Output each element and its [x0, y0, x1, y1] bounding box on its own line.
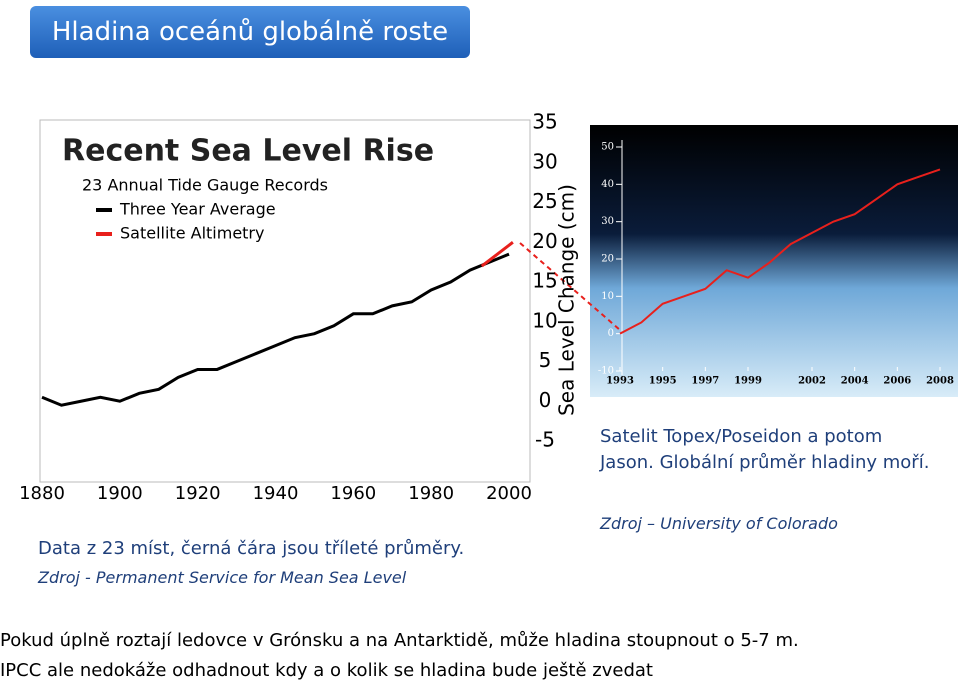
charts: -5 0 5 10 15 20 25 30 35 1880 1900 1920 1940 1960 1980… — [19, 110, 958, 504]
y-tick-label: 35 — [532, 110, 557, 134]
caption: Satelit Topex/Poseidon a potom Jason. Gl… — [600, 426, 930, 473]
x-tick-label: 1940 — [253, 483, 299, 504]
x-tick-label: 1993 — [606, 376, 634, 387]
y-tick-label: -10 — [598, 366, 614, 377]
y-axis-label: Sea Level Change (cm) — [555, 184, 579, 416]
connector — [519, 242, 621, 331]
data-line — [41, 252, 510, 407]
y-tick-label: 0 — [608, 328, 614, 339]
x-tick-label: 1900 — [97, 483, 143, 504]
y-tick-label: 25 — [532, 189, 557, 213]
source: Zdroj – University of Colorado — [600, 514, 838, 533]
y-tick-label: 30 — [532, 149, 557, 173]
source: Zdroj - Permanent Service for Mean Sea L… — [38, 568, 407, 587]
caption: Data z 23 míst, černá čára jsou tříleté … — [38, 538, 465, 559]
y-tick-label: 30 — [601, 216, 614, 227]
x-tick-label: 1960 — [330, 483, 376, 504]
y-tick-label: -5 — [535, 428, 555, 452]
x-tick-label: 2004 — [841, 376, 869, 387]
x-tick-label: 1999 — [734, 376, 762, 387]
data-line — [619, 168, 941, 335]
footer-line: Pokud úplně roztají ledovce v Grónsku a … — [0, 630, 799, 651]
legend-label: Satellite Altimetry — [120, 224, 264, 243]
y-tick-label: 10 — [532, 308, 557, 332]
x-tick-label: 2008 — [926, 376, 954, 387]
x-tick-label: 1995 — [649, 376, 677, 387]
x-tick-label: 2000 — [486, 483, 532, 504]
x-tick-label: 2002 — [798, 376, 826, 387]
legend-label: Three Year Average — [119, 200, 276, 219]
y-tick-label: 50 — [601, 142, 614, 153]
chart-title: Recent Sea Level Rise — [62, 134, 434, 169]
x-tick-label: 1980 — [408, 483, 454, 504]
slide-title: Hladina oceánů globálně roste — [30, 6, 470, 58]
y-tick-label: 5 — [539, 348, 552, 372]
y-tick-label: 10 — [601, 291, 614, 302]
x-tick-label: 1880 — [19, 483, 65, 504]
chart-subtitle: 23 Annual Tide Gauge Records — [82, 176, 328, 195]
x-tick-label: 2006 — [883, 376, 911, 387]
y-tick-label: 40 — [601, 179, 614, 190]
chart-frame — [39, 119, 531, 483]
x-tick-label: 1997 — [691, 376, 719, 387]
y-tick-label: 20 — [532, 229, 557, 253]
y-tick-label: 20 — [601, 254, 614, 265]
y-tick-label: 15 — [532, 269, 557, 293]
data-line — [480, 241, 514, 268]
footer-line: IPCC ale nedokáže odhadnout kdy a o koli… — [0, 660, 653, 681]
x-tick-label: 1920 — [175, 483, 221, 504]
y-tick-label: 0 — [539, 388, 552, 412]
chart-frame — [590, 125, 958, 397]
